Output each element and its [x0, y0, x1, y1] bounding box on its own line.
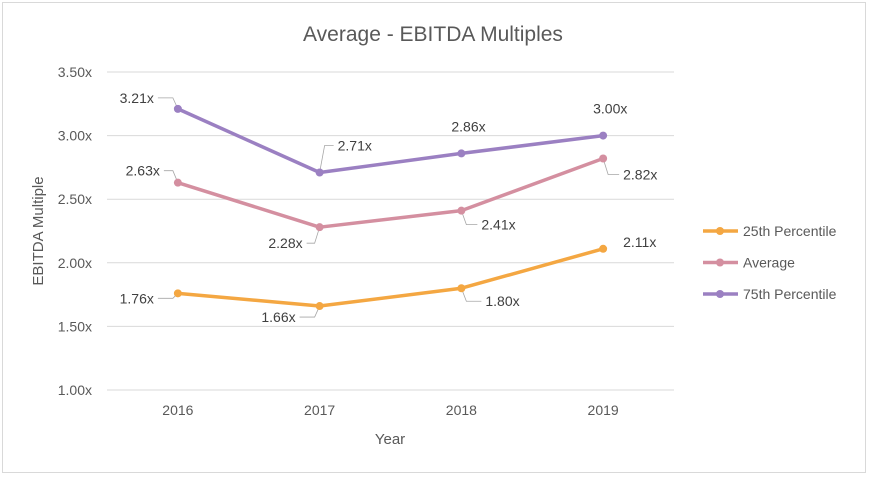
leader-line	[163, 170, 179, 183]
legend-swatch-marker	[716, 258, 724, 267]
data-label: 3.21x	[120, 90, 154, 106]
data-label: 1.66x	[261, 309, 295, 325]
leader-line	[299, 305, 320, 318]
x-axis-ticks: 2016 2017 2018 2019	[162, 402, 619, 418]
data-point	[173, 178, 182, 187]
legend-swatch-marker	[716, 227, 724, 235]
data-label: 2.86x	[451, 118, 485, 134]
x-tick-label: 2018	[446, 402, 477, 418]
gridlines	[107, 71, 674, 391]
series-line	[176, 156, 605, 229]
data-point	[315, 168, 324, 177]
data-label: 2.28x	[268, 235, 302, 251]
data-point	[457, 206, 466, 215]
data-label: 1.76x	[120, 290, 154, 306]
legend-label: 25th Percentile	[743, 223, 837, 239]
data-point	[599, 154, 608, 163]
data-point	[599, 131, 608, 140]
leader-line	[602, 158, 620, 175]
data-label: 3.00x	[593, 101, 627, 117]
data-point	[173, 104, 182, 113]
data-point	[173, 289, 182, 298]
series-line	[176, 247, 605, 308]
data-point	[315, 223, 324, 232]
series-markers	[173, 104, 608, 311]
data-label: 2.41x	[481, 217, 515, 233]
legend-label: 75th Percentile	[743, 286, 837, 302]
x-tick-label: 2017	[304, 402, 335, 418]
y-tick-label: 1.50x	[58, 318, 92, 334]
data-label: 2.11x	[623, 234, 656, 250]
data-labels: 1.76x 1.66x 1.80x 2.11x 2.63x 2.28x 2.41x 2.82x…	[120, 90, 658, 325]
data-label: 1.80x	[485, 293, 519, 309]
leader-line	[157, 97, 179, 110]
data-label: 2.63x	[126, 163, 160, 179]
data-label: 2.82x	[623, 166, 657, 182]
data-point	[599, 244, 608, 253]
leader-line	[461, 288, 482, 302]
series-line	[176, 107, 605, 175]
y-tick-label: 1.00x	[58, 382, 92, 398]
y-tick-label: 3.00x	[58, 128, 92, 144]
data-point	[457, 284, 466, 293]
legend-swatch-marker	[716, 290, 724, 298]
y-tick-label: 2.00x	[58, 255, 92, 271]
y-axis-ticks: 1.00x 1.50x 2.00x 2.50x 3.00x 3.50x	[58, 64, 92, 398]
y-tick-label: 3.50x	[58, 64, 92, 80]
data-label: 2.71x	[338, 137, 372, 153]
leader-line	[306, 227, 321, 244]
y-axis-title: EBITDA Multiple	[30, 176, 47, 285]
data-point	[315, 302, 324, 311]
x-axis-title: Year	[375, 431, 405, 448]
leader-line	[319, 145, 334, 173]
chart-title: Average - EBITDA Multiples	[303, 23, 563, 46]
y-tick-label: 2.50x	[58, 191, 92, 207]
data-point	[457, 149, 466, 158]
series-lines	[176, 107, 605, 308]
leader-line	[460, 210, 478, 226]
x-tick-label: 2019	[588, 402, 619, 418]
x-tick-label: 2016	[162, 402, 193, 418]
legend: 25th Percentile Average 75th Percentile	[703, 223, 837, 302]
legend-label: Average	[743, 255, 795, 271]
